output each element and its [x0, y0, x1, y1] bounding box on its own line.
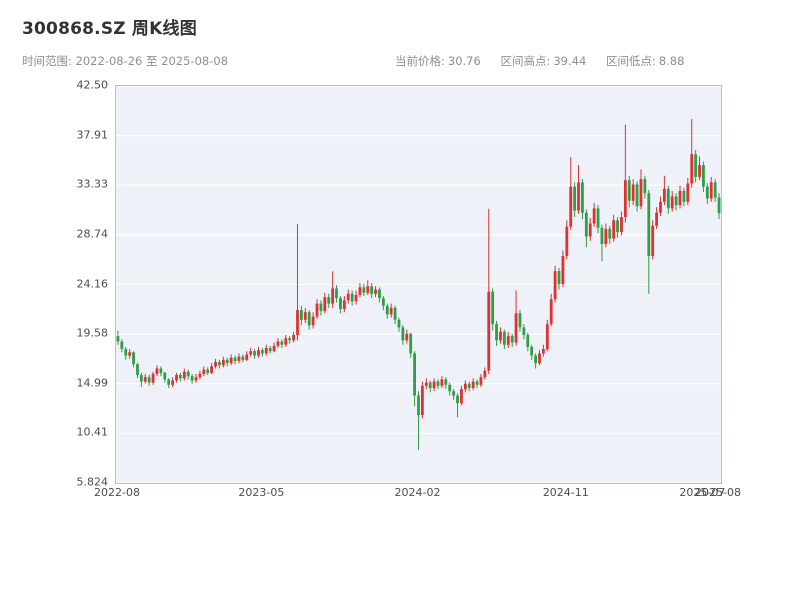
y-tick-label: 37.91 — [76, 128, 109, 142]
x-tick-label: 2022-08 — [94, 486, 140, 499]
x-tick-label: 2023-05 — [238, 486, 285, 499]
y-axis-labels: 42.50 37.91 33.33 28.74 24.16 19.58 14.99 10.41… — [0, 79, 109, 489]
current-price-label: 当前价格: — [395, 54, 445, 68]
y-tick-label: 33.33 — [76, 177, 109, 191]
range-low-label: 区间低点: — [605, 54, 656, 68]
x-tick-label: 2025-08 — [695, 486, 741, 499]
range-low-value: 8.88 — [658, 54, 685, 68]
y-tick-label: 10.41 — [76, 425, 109, 439]
range-high-stat: 区间高点: 39.44 — [500, 54, 589, 68]
kline-chart: 42.50 37.91 33.33 28.74 24.16 19.58 14.99 10.41… — [0, 79, 800, 505]
y-tick-label: 14.99 — [76, 376, 109, 390]
y-tick-label: 24.16 — [76, 277, 109, 290]
range-low-stat: 区间低点: 8.88 — [606, 54, 684, 68]
page-title: 300868.SZ 周K线图 — [22, 19, 197, 39]
price-stats: 当前价格: 30.76 区间高点: 39.44 区间低点: 8.88 — [395, 53, 700, 69]
candlestick-svg — [116, 86, 721, 483]
plot-area — [115, 85, 722, 484]
time-range-label: 时间范围: — [22, 54, 72, 68]
x-tick-label: 2024-02 — [394, 486, 441, 499]
x-tick-label: 2025-07 — [679, 486, 726, 499]
range-high-value: 39.44 — [553, 54, 587, 68]
y-tick-label: 5.824 — [76, 475, 109, 489]
range-high-label: 区间高点: — [500, 54, 551, 68]
x-tick-label: 2024-11 — [542, 486, 589, 499]
y-tick-label: 28.74 — [76, 227, 109, 241]
x-axis-labels: 2022-08 2023-05 2024-02 2024-11 2025-07 2025-… — [94, 486, 741, 502]
subtitle-row: 时间范围: 2022-08-26 至 2025-08-08 当前价格: 30.76… — [0, 53, 800, 69]
time-range-value: 2022-08-26 至 2025-08-08 — [75, 54, 229, 68]
current-price-stat: 当前价格: 30.76 — [395, 54, 484, 68]
time-range: 时间范围: 2022-08-26 至 2025-08-08 — [22, 53, 228, 69]
y-tick-label: 42.50 — [76, 78, 109, 92]
current-price-value: 30.76 — [447, 54, 481, 68]
y-tick-label: 19.58 — [76, 326, 109, 340]
